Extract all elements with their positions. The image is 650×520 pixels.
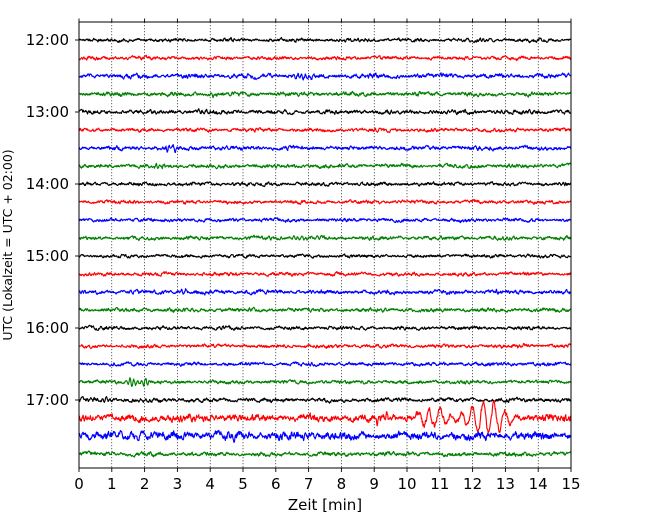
trace-1300 <box>78 108 572 116</box>
trace-1700 <box>78 395 572 404</box>
x-tick-label-2: 2 <box>140 475 150 493</box>
trace-1645 <box>78 377 572 387</box>
x-tick-label-13: 13 <box>496 475 515 493</box>
trace-1400 <box>78 181 572 188</box>
trace-1445 <box>78 234 572 242</box>
trace-1215 <box>78 54 572 62</box>
trace-1545 <box>78 306 572 313</box>
trace-1500 <box>78 253 572 259</box>
x-tick-label-10: 10 <box>397 475 416 493</box>
trace-1630 <box>78 361 572 367</box>
x-tick-label-0: 0 <box>74 475 84 493</box>
y-tick-label-1600: 16:00 <box>26 319 69 337</box>
trace-1430 <box>78 217 572 224</box>
trace-1515 <box>78 271 572 278</box>
trace-1230 <box>78 72 572 81</box>
x-axis-label: Zeit [min] <box>288 496 362 514</box>
x-tick-label-7: 7 <box>304 475 314 493</box>
x-tick-label-12: 12 <box>463 475 482 493</box>
x-tick-label-14: 14 <box>529 475 548 493</box>
grid-layer <box>111 22 539 468</box>
y-tick-label-1500: 15:00 <box>26 247 69 265</box>
x-tick-label-15: 15 <box>561 475 580 493</box>
y-tick-label-1700: 17:00 <box>26 391 69 409</box>
y-axis-label: UTC (Lokalzeit = UTC + 02:00) <box>0 149 15 340</box>
x-tick-label-3: 3 <box>173 475 183 493</box>
trace-1200 <box>78 36 572 44</box>
x-tick-label-5: 5 <box>238 475 248 493</box>
trace-1530 <box>78 288 572 296</box>
trace-1345 <box>78 162 572 170</box>
trace-1600 <box>78 324 572 332</box>
trace-1245 <box>78 90 572 99</box>
x-tick-label-11: 11 <box>430 475 449 493</box>
x-tick-label-6: 6 <box>271 475 281 493</box>
x-tick-label-4: 4 <box>205 475 215 493</box>
y-tick-label-1200: 12:00 <box>26 31 69 49</box>
trace-1730 <box>78 429 572 443</box>
trace-layer <box>78 36 572 458</box>
trace-1315 <box>78 127 572 134</box>
trace-1330 <box>78 144 572 154</box>
axis-layer: 0 1 2 3 4 5 6 7 8 9 10 11 12 13 14 1512:0013:0014:0015:… <box>26 18 581 493</box>
x-tick-label-9: 9 <box>369 475 379 493</box>
y-tick-label-1400: 14:00 <box>26 175 69 193</box>
trace-1745 <box>78 450 572 458</box>
x-tick-label-8: 8 <box>337 475 347 493</box>
plot-frame <box>78 21 572 469</box>
y-tick-label-1300: 13:00 <box>26 103 69 121</box>
x-tick-label-1: 1 <box>107 475 117 493</box>
trace-1615 <box>78 342 572 350</box>
trace-1715 <box>78 400 572 434</box>
trace-1415 <box>78 198 572 205</box>
